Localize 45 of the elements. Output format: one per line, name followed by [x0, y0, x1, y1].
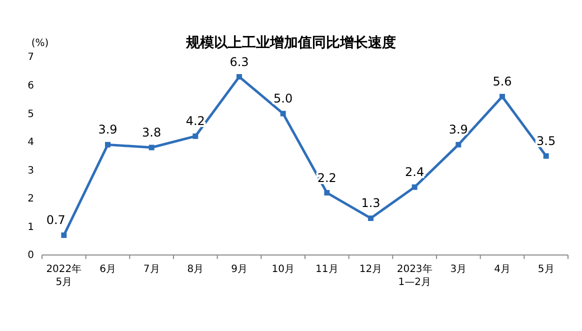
x-tick-label: 7月 [143, 264, 160, 275]
x-tick-label: 5月 [538, 264, 554, 275]
point [192, 133, 198, 139]
point [105, 142, 110, 148]
y-tick-label: 7 [28, 52, 34, 64]
y-tick-label: 4 [28, 137, 34, 148]
point [280, 110, 286, 116]
data-label: 6.3 [230, 54, 249, 69]
data-label: 3.9 [98, 122, 118, 137]
data-label: 2.4 [405, 165, 424, 180]
data-label: 0.7 [46, 213, 66, 228]
data-label: 3.8 [142, 126, 162, 140]
data-label: 4.2 [186, 114, 205, 128]
point [500, 94, 505, 100]
x-tick-label: 8月 [187, 264, 204, 275]
point [324, 190, 330, 196]
point [148, 144, 154, 150]
data-label: 3.5 [536, 134, 556, 148]
point [236, 74, 242, 80]
point [456, 142, 462, 148]
x-tick-label: 11月 [316, 264, 338, 275]
y-tick-label: 0 [28, 250, 34, 262]
y-tick-label: 1 [28, 222, 34, 233]
x-tick-label: 6月 [100, 264, 116, 275]
y-axis-title: (%) [31, 38, 49, 49]
data-label: 1.3 [361, 196, 380, 210]
data-label: 3.9 [448, 122, 468, 137]
y-tick-label: 6 [28, 80, 34, 92]
y-tick-label: 5 [28, 108, 34, 120]
point [368, 215, 374, 221]
x-tick-label: 9月 [231, 264, 248, 275]
x-tick-label: 4月 [494, 264, 510, 275]
x-tick-label: 10月 [272, 264, 294, 275]
x-tick-label: 2023年 1—2月 [396, 263, 432, 288]
data-label: 5.6 [492, 74, 512, 89]
point [61, 232, 67, 238]
x-tick-label: 3月 [450, 264, 467, 275]
x-tick-label: 12月 [359, 264, 382, 275]
data-label: 5.0 [274, 92, 293, 106]
y-tick-label: 3 [28, 165, 34, 176]
y-tick-label: 2 [28, 194, 34, 205]
x-tick-label: 2022年 5月 [46, 263, 82, 288]
point [412, 184, 418, 190]
point [543, 153, 549, 159]
chart-title: 规模以上工业增加值同比增长速度 [185, 34, 396, 51]
